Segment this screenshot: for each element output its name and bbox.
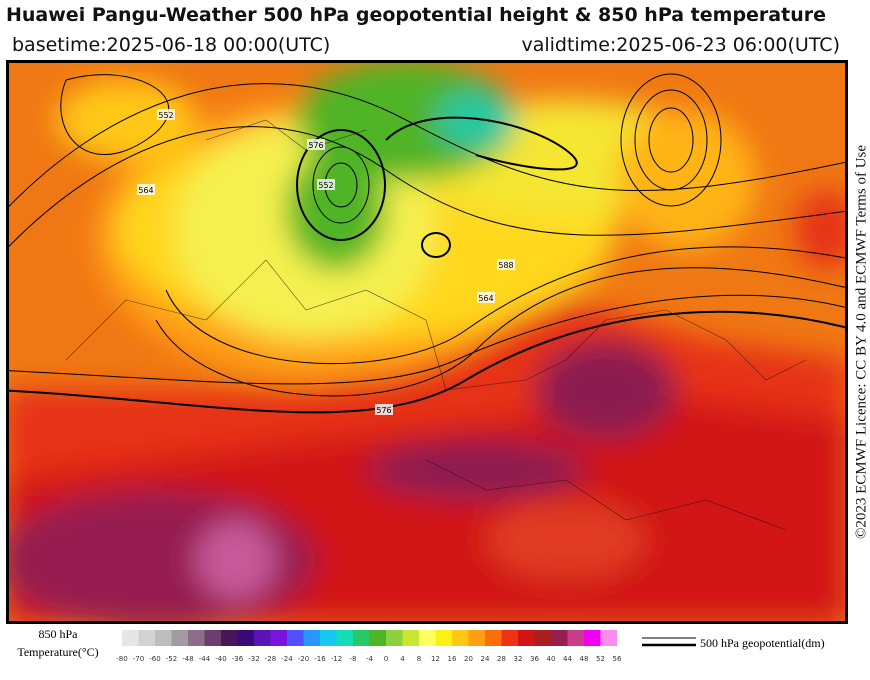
colorbar-swatch xyxy=(452,630,469,646)
colorbar-tick-label: 48 xyxy=(580,655,589,663)
colorbar-swatch xyxy=(303,630,320,646)
colorbar-tick-label: 40 xyxy=(547,655,556,663)
basetime: basetime:2025-06-18 00:00(UTC) xyxy=(12,34,331,56)
contour-label-bg xyxy=(307,139,325,150)
colorbar-tick-label: 8 xyxy=(417,655,421,663)
colorbar-swatch xyxy=(485,630,502,646)
colorbar-tick-label: -32 xyxy=(248,655,259,663)
colorbar-tick-label: 20 xyxy=(464,655,473,663)
colorbar-swatch xyxy=(138,630,155,646)
colorbar-tick-label: -80 xyxy=(116,655,127,663)
colorbar-tick-label: -48 xyxy=(182,655,193,663)
colorbar-swatch xyxy=(600,630,617,646)
contour-label-bg xyxy=(477,292,495,303)
contour-label-bg xyxy=(375,404,393,415)
map-frame xyxy=(6,60,848,624)
contour-label: 576 xyxy=(376,406,391,415)
colorbar-swatch xyxy=(221,630,238,646)
colorbar-title: Temperature(°C) xyxy=(17,645,99,659)
contour-label: 564 xyxy=(478,294,493,303)
colorbar-tick-label: -8 xyxy=(350,655,357,663)
colorbar-tick-label: 44 xyxy=(563,655,572,663)
colorbar-tick-label: 52 xyxy=(596,655,605,663)
colorbar-title: 850 hPa xyxy=(38,627,78,641)
colorbar-tick-label: -52 xyxy=(166,655,177,663)
colorbar-swatch xyxy=(534,630,551,646)
colorbar-tick-label: 36 xyxy=(530,655,539,663)
contour-label: 564 xyxy=(138,186,153,195)
colorbar-swatch xyxy=(386,630,403,646)
colorbar-tick-label: 28 xyxy=(497,655,506,663)
colorbar-swatch xyxy=(402,630,419,646)
colorbar-tick-label: 56 xyxy=(613,655,622,663)
map: 552 564 576 552 564 576 588 xyxy=(6,60,848,624)
colorbar-swatch xyxy=(287,630,304,646)
colorbar-swatch xyxy=(567,630,584,646)
colorbar-tick-label: -12 xyxy=(331,655,342,663)
contour-label-bg xyxy=(137,184,155,195)
colorbar: -80 -70 -60 -52 -48 -44 -40 -36 -32 -28 -24 -20 -16-… xyxy=(116,630,622,663)
temperature-field xyxy=(8,62,846,622)
colorbar-swatch xyxy=(204,630,221,646)
colorbar-swatch xyxy=(369,630,386,646)
legend-lines xyxy=(642,637,696,647)
contour-label: 552 xyxy=(158,111,173,120)
colorbar-tick-label: 32 xyxy=(514,655,523,663)
contour-label: 552 xyxy=(318,181,333,190)
colorbar-tick-label: 24 xyxy=(481,655,490,663)
colorbar-swatch xyxy=(155,630,172,646)
colorbar-tick-label: -70 xyxy=(133,655,144,663)
colorbar-swatch xyxy=(188,630,205,646)
colorbar-swatch xyxy=(419,630,436,646)
colorbar-tick-label: -60 xyxy=(149,655,160,663)
colorbar-swatch xyxy=(336,630,353,646)
colorbar-swatch xyxy=(254,630,271,646)
colorbar-swatch xyxy=(353,630,370,646)
license: ©2023 ECMWF Licence: CC BY 4.0 and ECMWF… xyxy=(853,144,870,540)
colorbar-swatch xyxy=(468,630,485,646)
colorbar-swatch xyxy=(237,630,254,646)
colorbar-swatch xyxy=(171,630,188,646)
contour-label: 576 xyxy=(308,141,323,150)
colorbar-swatch xyxy=(435,630,452,646)
contour-label-bg xyxy=(157,109,175,120)
colorbar-swatch xyxy=(584,630,601,646)
colorbar-tick-label: 0 xyxy=(384,655,388,663)
colorbar-tick-label: -4 xyxy=(366,655,374,663)
legend-label: 500 hPa geopotential(dm) xyxy=(700,636,825,650)
colorbar-tick-label: 12 xyxy=(431,655,440,663)
colorbar-tick-label: -16 xyxy=(314,655,326,663)
colorbar-swatch xyxy=(320,630,337,646)
validtime: validtime:2025-06-23 06:00(UTC) xyxy=(521,34,840,56)
contour-label-bg xyxy=(497,259,515,270)
contour-label: 588 xyxy=(498,261,513,270)
colorbar-swatch xyxy=(518,630,535,646)
colorbar-tick-label: 4 xyxy=(400,655,405,663)
colorbar-swatch xyxy=(501,630,518,646)
colorbar-swatch xyxy=(122,630,139,646)
title: Huawei Pangu-Weather 500 hPa geopotentia… xyxy=(6,4,826,26)
colorbar-swatch xyxy=(551,630,568,646)
colorbar-tick-label: -20 xyxy=(298,655,309,663)
colorbar-tick-label: -40 xyxy=(215,655,226,663)
colorbar-tick-label: -24 xyxy=(281,655,293,663)
contour-label-bg xyxy=(317,179,335,190)
colorbar-tick-label: -36 xyxy=(232,655,244,663)
colorbar-swatch xyxy=(270,630,287,646)
colorbar-tick-label: -28 xyxy=(265,655,276,663)
colorbar-tick-label: -44 xyxy=(199,655,211,663)
colorbar-tick-label: 16 xyxy=(448,655,457,663)
